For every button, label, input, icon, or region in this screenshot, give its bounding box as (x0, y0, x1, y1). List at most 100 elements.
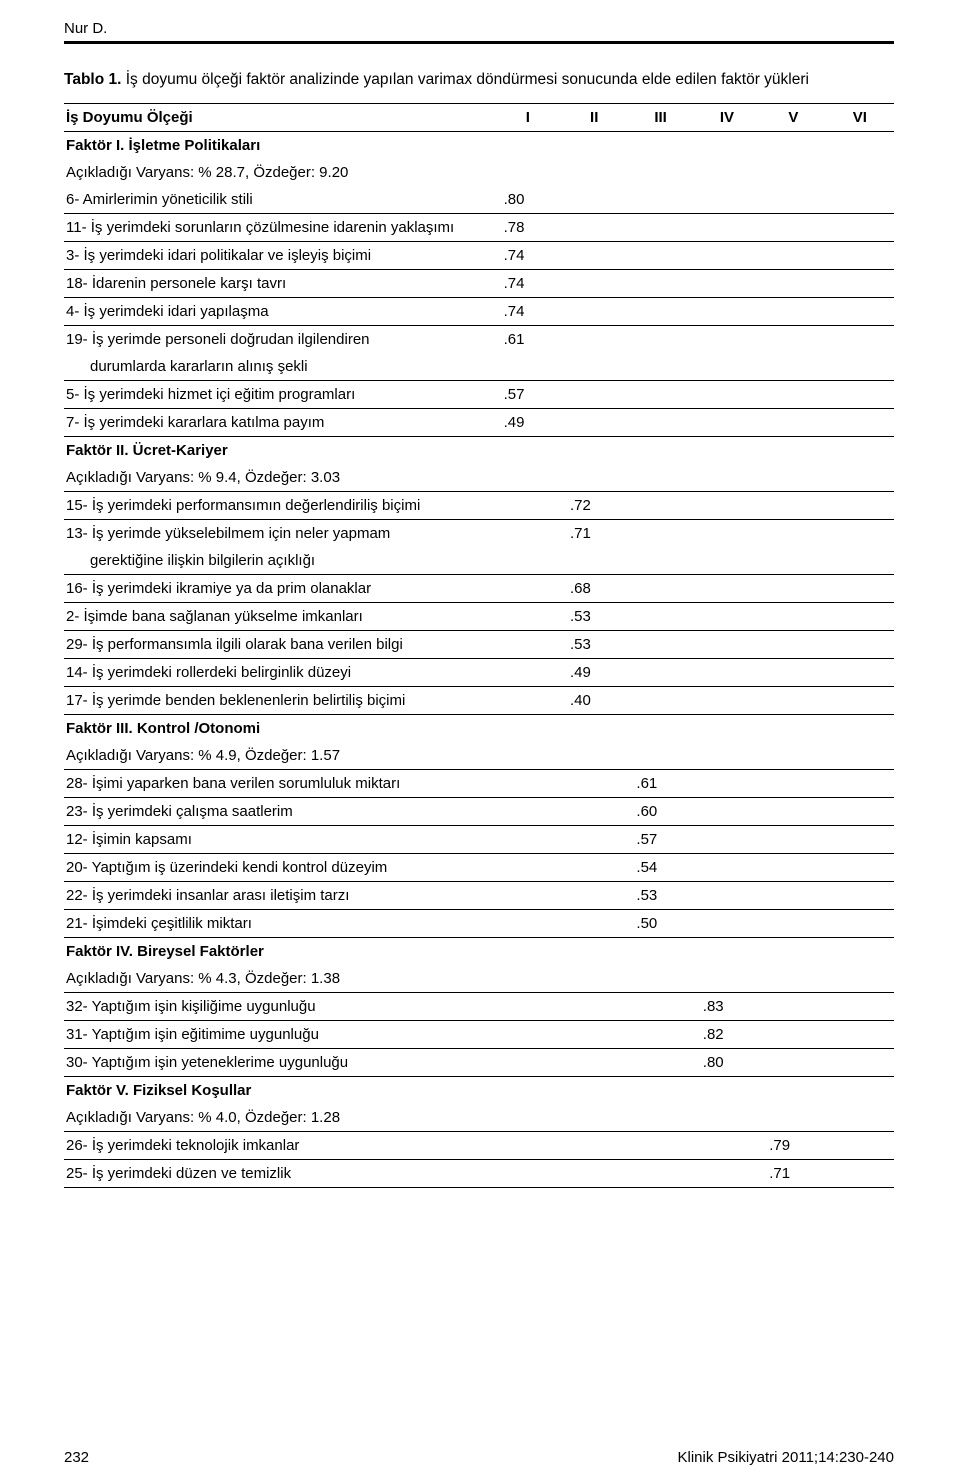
page-footer: 232 Klinik Psikiyatri 2011;14:230-240 (64, 1449, 894, 1466)
loading-cell (761, 658, 827, 686)
loading-cell (496, 1020, 562, 1048)
loading-cell (828, 213, 894, 241)
table-header: İş Doyumu Ölçeği I II III IV V VI (64, 103, 894, 131)
loading-cell (628, 186, 694, 213)
table-row: 26- İş yerimdeki teknolojik imkanlar.79 (64, 1131, 894, 1159)
table-row: 31- Yaptığım işin eğitimime uygunluğu.82 (64, 1020, 894, 1048)
row-label: 5- İş yerimdeki hizmet içi eğitim progra… (64, 380, 496, 408)
loading-cell (695, 269, 761, 297)
loading-cell (828, 186, 894, 213)
loading-cell (828, 269, 894, 297)
row-label: 32- Yaptığım işin kişiliğime uygunluğu (64, 992, 496, 1020)
loading-cell (562, 1048, 628, 1076)
loading-cell (496, 602, 562, 630)
table-row: Açıkladığı Varyans: % 28.7, Özdeğer: 9.2… (64, 159, 894, 186)
row-label: 14- İş yerimdeki rollerdeki belirginlik … (64, 658, 496, 686)
loading-cell (761, 297, 827, 325)
loading-cell (695, 686, 761, 714)
table-row: 20- Yaptığım iş üzerindeki kendi kontrol… (64, 853, 894, 881)
table-row: 4- İş yerimdeki idari yapılaşma.74 (64, 297, 894, 325)
table-row: Faktör IV. Bireysel Faktörler (64, 937, 894, 965)
loading-cell (761, 686, 827, 714)
loading-cell: .53 (562, 630, 628, 658)
loading-cell: .57 (628, 825, 694, 853)
table-row: 2- İşimde bana sağlanan yükselme imkanla… (64, 602, 894, 630)
table-row: 18- İdarenin personele karşı tavrı.74 (64, 269, 894, 297)
loading-cell (628, 1159, 694, 1187)
col-header-label: İş Doyumu Ölçeği (64, 103, 496, 131)
loading-cell (562, 853, 628, 881)
row-label: 21- İşimdeki çeşitlilik miktarı (64, 909, 496, 937)
loading-cell (628, 686, 694, 714)
loading-cell (828, 297, 894, 325)
loading-cell (761, 630, 827, 658)
loading-cell (828, 519, 894, 547)
loading-cell (828, 630, 894, 658)
loading-cell (496, 1048, 562, 1076)
table-row: 16- İş yerimdeki ikramiye ya da prim ola… (64, 574, 894, 602)
row-label: 31- Yaptığım işin eğitimime uygunluğu (64, 1020, 496, 1048)
row-label: 6- Amirlerimin yöneticilik stili (64, 186, 496, 213)
loading-cell: .72 (562, 491, 628, 519)
loading-cell (628, 325, 694, 353)
loading-cell (695, 213, 761, 241)
loading-cell (761, 825, 827, 853)
loading-cell (496, 574, 562, 602)
loading-cell: .61 (628, 769, 694, 797)
loading-cell: .60 (628, 797, 694, 825)
row-label: 3- İş yerimdeki idari politikalar ve işl… (64, 241, 496, 269)
loading-cell (562, 213, 628, 241)
loading-cell (496, 491, 562, 519)
loading-cell (695, 574, 761, 602)
table-row: gerektiğine ilişkin bilgilerin açıklığı (64, 547, 894, 574)
loading-cell (562, 380, 628, 408)
loading-cell (562, 297, 628, 325)
table-row: 21- İşimdeki çeşitlilik miktarı.50 (64, 909, 894, 937)
loading-cell (761, 380, 827, 408)
row-label: 7- İş yerimdeki kararlara katılma payım (64, 408, 496, 436)
loading-cell (761, 491, 827, 519)
loading-cell (761, 241, 827, 269)
loading-cell (628, 519, 694, 547)
row-label: 4- İş yerimdeki idari yapılaşma (64, 297, 496, 325)
row-label: 17- İş yerimde benden beklenenlerin beli… (64, 686, 496, 714)
loading-cell (695, 909, 761, 937)
factor-loadings-table: İş Doyumu Ölçeği I II III IV V VI Faktör… (64, 103, 894, 1188)
loading-cell: .80 (496, 186, 562, 213)
loading-cell (761, 408, 827, 436)
table-row: 3- İş yerimdeki idari politikalar ve işl… (64, 241, 894, 269)
loading-cell: .53 (562, 602, 628, 630)
table-row (64, 1187, 894, 1188)
loading-cell (695, 241, 761, 269)
loading-cell (628, 1020, 694, 1048)
col-header-i: I (496, 103, 562, 131)
table-row: 23- İş yerimdeki çalışma saatlerim.60 (64, 797, 894, 825)
loading-cell: .71 (761, 1159, 827, 1187)
row-label: 18- İdarenin personele karşı tavrı (64, 269, 496, 297)
loading-cell (761, 992, 827, 1020)
loading-cell (496, 881, 562, 909)
loading-cell (562, 797, 628, 825)
loading-cell (496, 519, 562, 547)
loading-cell (496, 1131, 562, 1159)
loading-cell (761, 602, 827, 630)
loading-cell (761, 519, 827, 547)
loading-cell (828, 769, 894, 797)
loading-cell (761, 909, 827, 937)
loading-cell: .71 (562, 519, 628, 547)
table-row: 32- Yaptığım işin kişiliğime uygunluğu.8… (64, 992, 894, 1020)
loading-cell (496, 686, 562, 714)
table-row: durumlarda kararların alınış şekli (64, 353, 894, 380)
row-label: Açıkladığı Varyans: % 9.4, Özdeğer: 3.03 (64, 464, 894, 491)
table-row: 5- İş yerimdeki hizmet içi eğitim progra… (64, 380, 894, 408)
row-label: 13- İş yerimde yükselebilmem için neler … (64, 519, 496, 547)
section-heading: Faktör V. Fiziksel Koşullar (64, 1076, 894, 1104)
table-row: 30- Yaptığım işin yeteneklerime uygunluğ… (64, 1048, 894, 1076)
col-header-v: V (761, 103, 827, 131)
loading-cell (828, 325, 894, 353)
row-label: Açıkladığı Varyans: % 28.7, Özdeğer: 9.2… (64, 159, 894, 186)
table-row: Faktör III. Kontrol /Otonomi (64, 714, 894, 742)
loading-cell (761, 186, 827, 213)
loading-cell (761, 797, 827, 825)
loading-cell (828, 853, 894, 881)
